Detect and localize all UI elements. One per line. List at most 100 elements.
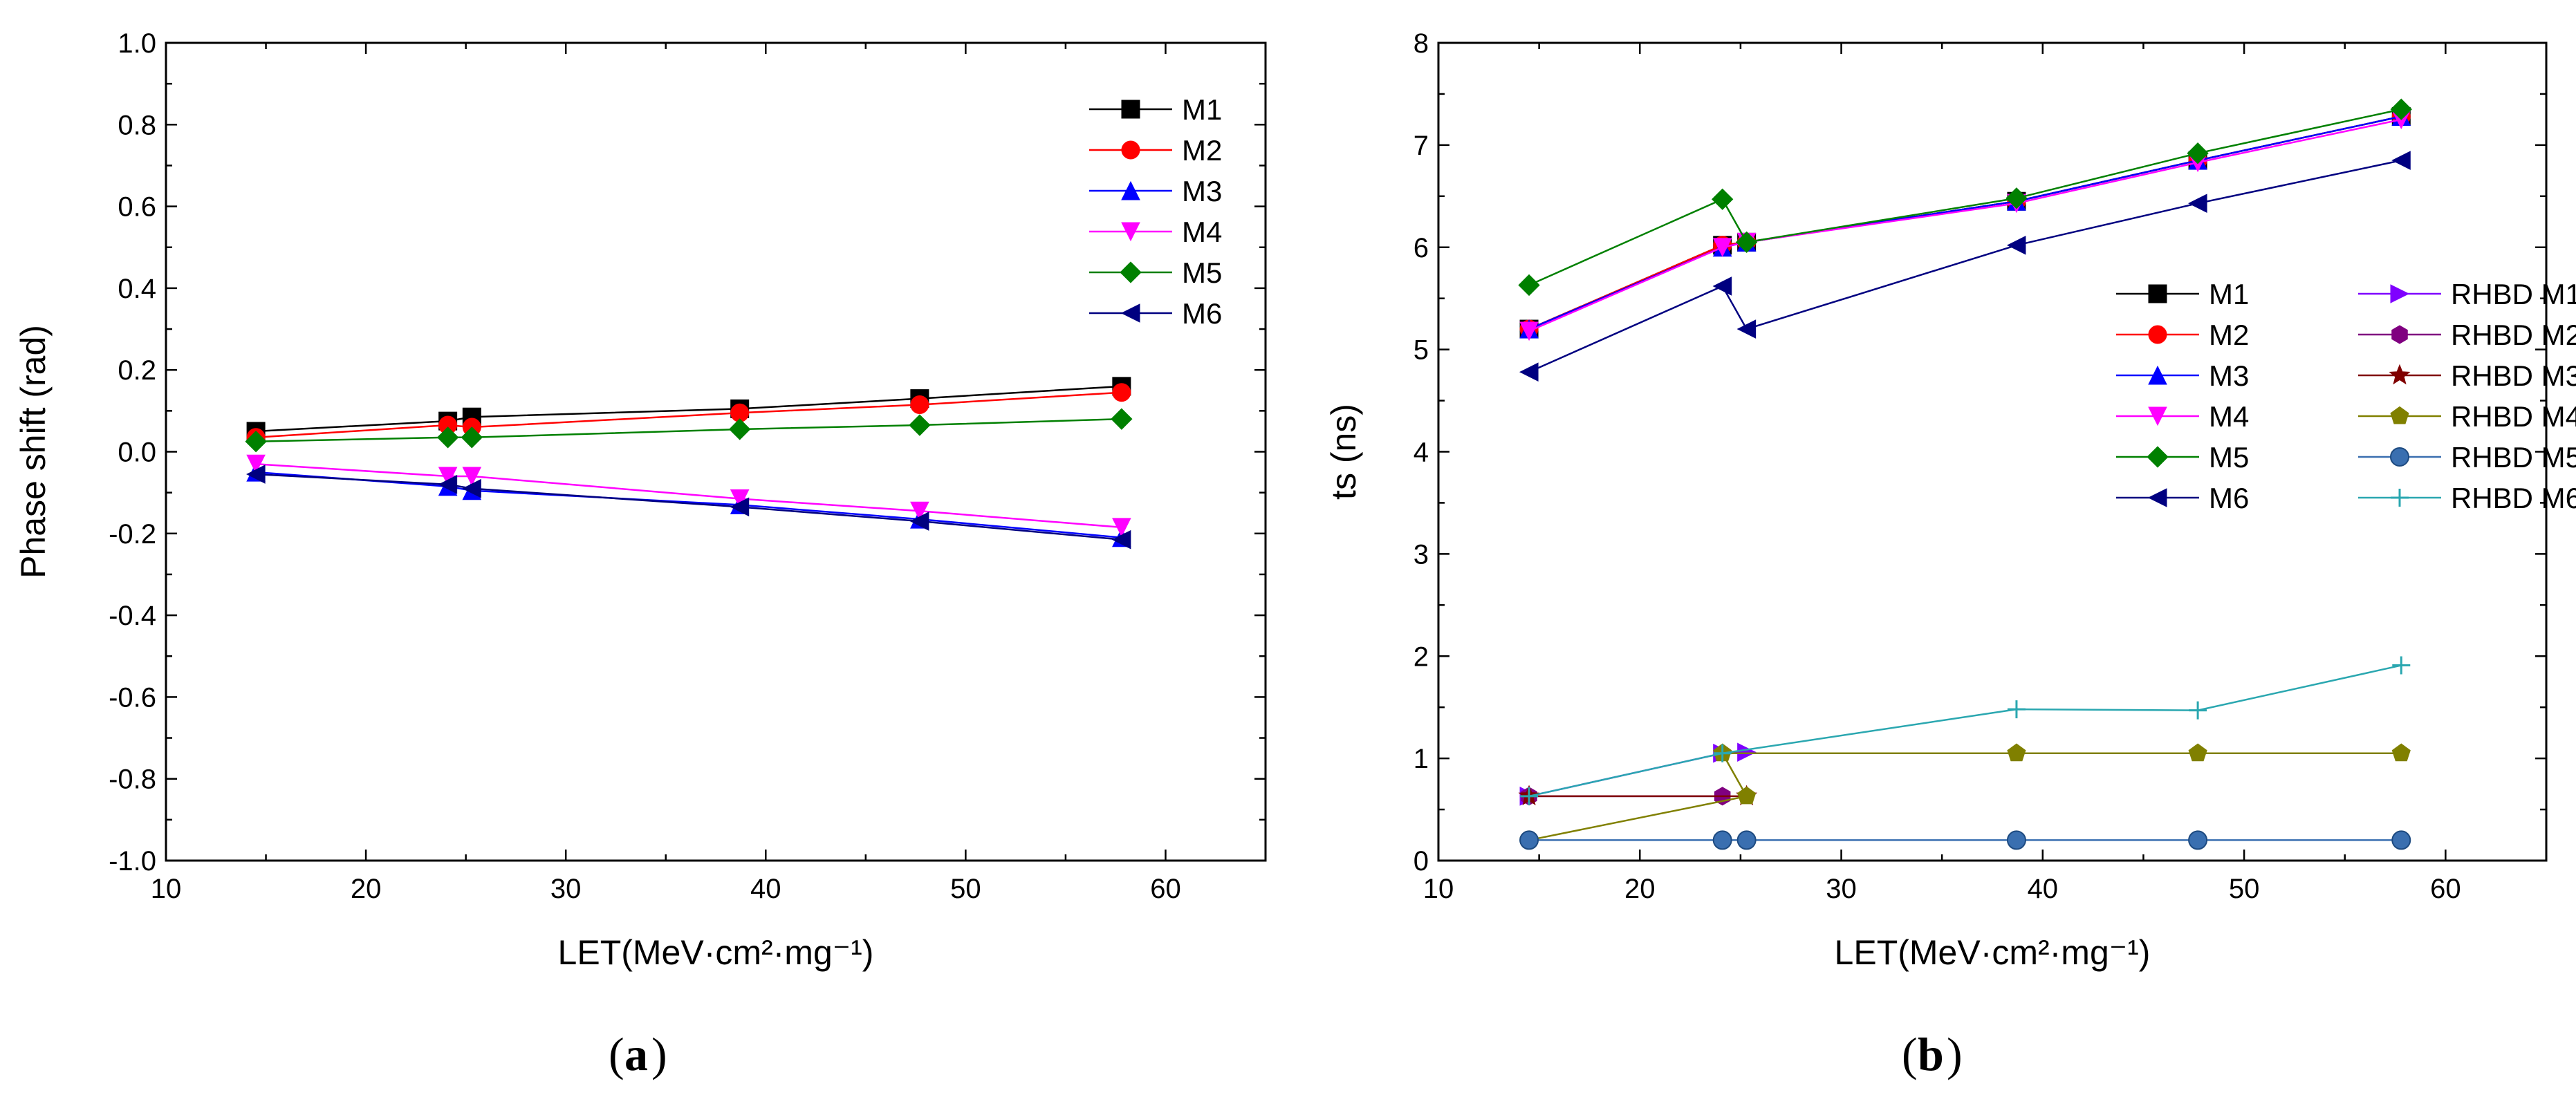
series-line <box>1528 752 2402 841</box>
y-tick-label: 4 <box>1414 438 1429 468</box>
series-m1 <box>1519 106 2411 339</box>
data-point <box>1519 362 1539 382</box>
x-axis-title: LET(MeV·cm²·mg⁻¹) <box>558 933 874 972</box>
y-tick-label: -1.0 <box>109 846 156 876</box>
legend-label: M3 <box>1182 175 1222 207</box>
data-point <box>909 512 929 531</box>
data-point <box>1736 830 1757 850</box>
data-point <box>2006 830 2026 850</box>
legend-item: RHBD M6 <box>2358 482 2576 514</box>
legend-marker <box>2391 489 2409 507</box>
series-line <box>256 418 1122 442</box>
data-point <box>1736 319 1757 339</box>
legend-label: RHBD M6 <box>2451 482 2576 514</box>
data-point <box>1111 408 1133 430</box>
data-point <box>1712 188 1734 210</box>
data-point <box>2007 700 2026 719</box>
series-line <box>256 473 1122 541</box>
series-line <box>256 385 1122 433</box>
y-tick-label: 5 <box>1414 335 1429 366</box>
series-rhbd-m6 <box>1520 656 2411 805</box>
data-point <box>1520 787 1539 805</box>
data-point <box>2188 830 2208 850</box>
legend-item: RHBD M1 <box>2358 278 2576 310</box>
data-point <box>438 475 458 494</box>
y-tick-label: 0.6 <box>118 192 156 223</box>
y-tick-label: 0 <box>1414 846 1429 876</box>
legend-label: M1 <box>2209 278 2249 310</box>
legend-item: M5 <box>1089 256 1222 289</box>
y-tick-label: 1 <box>1414 744 1429 774</box>
legend-label: M5 <box>2209 441 2249 474</box>
legend-item: M1 <box>1089 93 1222 126</box>
legend-marker <box>1121 180 1140 200</box>
data-point <box>1112 518 1131 538</box>
x-tick-label: 20 <box>351 874 382 904</box>
data-point <box>2391 830 2411 850</box>
y-tick-label: -0.6 <box>109 682 156 713</box>
data-point <box>2392 656 2411 675</box>
legend-label: RHBD M3 <box>2451 359 2576 392</box>
y-axis-title: Phase shift (rad) <box>14 325 53 579</box>
series-m5 <box>245 408 1133 453</box>
legend-marker <box>2148 325 2167 344</box>
series-m2 <box>1519 106 2411 339</box>
x-tick-label: 10 <box>151 874 182 904</box>
data-point <box>729 418 751 440</box>
series-line <box>1528 115 2402 330</box>
data-point <box>2005 187 2028 209</box>
data-point <box>730 497 750 517</box>
x-tick-label: 40 <box>750 874 781 904</box>
legend-item: RHBD M5 <box>2358 441 2576 474</box>
series-m4 <box>1519 110 2411 341</box>
data-point <box>909 414 931 436</box>
x-tick-label: 50 <box>950 874 981 904</box>
panel-a-chart: 10 20 30 40 50 60 -1.0 -0.8 -0.6 -0.4 -0.2 0.0 0.2 0.… <box>14 28 1267 972</box>
data-point <box>2007 743 2026 762</box>
legend-marker <box>2148 406 2167 426</box>
legend-marker <box>2389 364 2411 385</box>
data-point <box>462 478 481 498</box>
x-tick-label: 60 <box>1150 874 1181 904</box>
data-point <box>2391 743 2411 762</box>
caption-close-paren-a: ) <box>651 1028 667 1080</box>
data-point <box>246 454 266 474</box>
legend-label: M6 <box>2209 482 2249 514</box>
legend-marker <box>1121 100 1140 119</box>
y-tick-label: 7 <box>1414 131 1429 161</box>
legend-marker <box>2148 284 2167 303</box>
panel-b-chart: 10 20 30 40 50 60 0 1 2 3 4 5 6 7 8 LET(MeV·cm²·mg⁻¹) ts… <box>1324 28 2576 972</box>
x-tick-label: 30 <box>550 874 582 904</box>
data-point <box>1712 238 1732 257</box>
y-tick-label: 2 <box>1414 641 1429 672</box>
legend-marker <box>2390 447 2409 467</box>
y-tick-label: 1.0 <box>118 28 156 59</box>
data-point <box>2187 194 2207 213</box>
data-point <box>436 426 459 449</box>
legend-item: M6 <box>1089 297 1222 330</box>
series-m6 <box>1519 151 2411 382</box>
caption-a: a <box>624 1028 648 1080</box>
data-point <box>2189 701 2207 720</box>
data-point <box>1713 744 1732 762</box>
caption-close-paren-b: ) <box>1947 1028 1963 1080</box>
x-axis-title: LET(MeV·cm²·mg⁻¹) <box>1835 933 2151 972</box>
x-tick-label: 20 <box>1624 874 1656 904</box>
legend-label: M2 <box>1182 134 1222 167</box>
series-m1 <box>246 377 1131 441</box>
y-tick-label: 0.8 <box>118 110 156 140</box>
series-line <box>1528 108 2402 286</box>
series-line <box>1528 118 2402 332</box>
y-tick-label: 0.0 <box>118 438 156 468</box>
y-tick-label: 6 <box>1414 233 1429 263</box>
legend-label: M6 <box>1182 297 1222 330</box>
x-tick-label: 40 <box>2028 874 2059 904</box>
data-point <box>1735 231 1758 254</box>
legend-marker <box>2148 365 2167 385</box>
y-axis-title: ts (ns) <box>1324 404 1363 500</box>
data-point <box>1712 830 1732 850</box>
data-point <box>910 501 929 521</box>
legend-label: M4 <box>1182 216 1222 248</box>
legend-item: M1 <box>2116 278 2249 310</box>
series-m6 <box>245 465 1131 550</box>
